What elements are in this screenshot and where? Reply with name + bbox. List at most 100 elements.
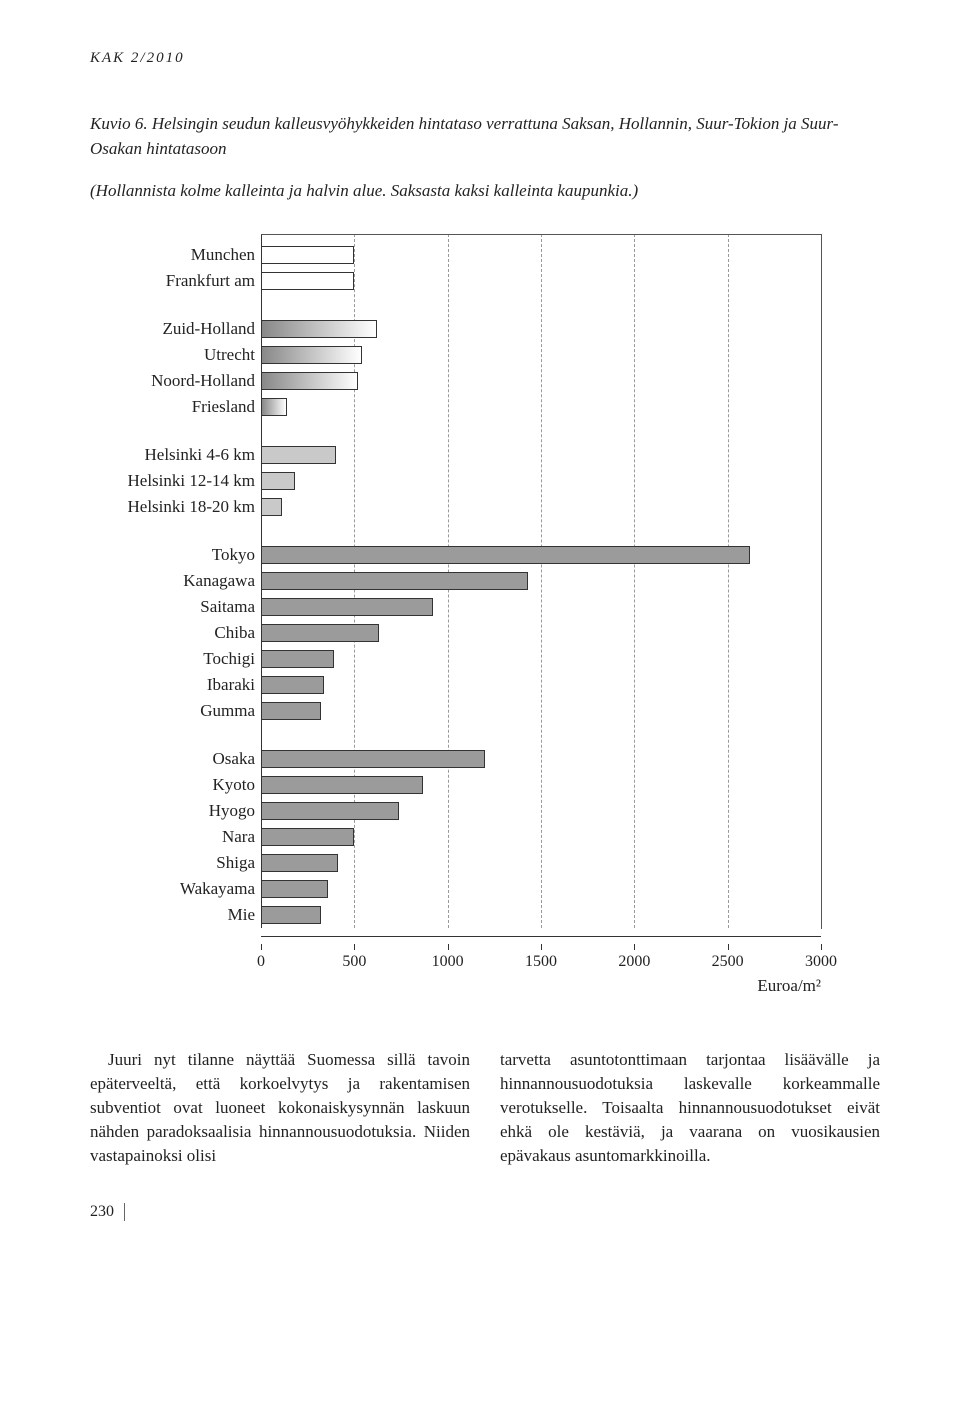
x-tick-label: 500 xyxy=(342,953,366,971)
bar-label: Frankfurt am xyxy=(100,271,261,291)
x-ticks xyxy=(261,945,821,953)
bar xyxy=(261,880,328,898)
chart-row: Munchen xyxy=(100,242,850,268)
bar-plot-cell xyxy=(261,494,821,520)
bar xyxy=(261,650,334,668)
chart-row: Tokyo xyxy=(100,542,850,568)
bar-plot-cell xyxy=(261,824,821,850)
bar xyxy=(261,372,358,390)
chart-row: Gumma xyxy=(100,698,850,724)
bar-plot-cell xyxy=(261,242,821,268)
bar-plot-cell xyxy=(261,568,821,594)
chart-row: Hyogo xyxy=(100,798,850,824)
body-col-right: tarvetta asuntotonttimaan tarjontaa lisä… xyxy=(500,1048,880,1169)
bar xyxy=(261,546,750,564)
bar-label: Gumma xyxy=(100,701,261,721)
chart-row: Ibaraki xyxy=(100,672,850,698)
chart-group: TokyoKanagawaSaitamaChibaTochigiIbarakiG… xyxy=(100,542,850,724)
bar-plot-cell xyxy=(261,442,821,468)
tick-mark xyxy=(821,944,822,950)
x-tick-label: 2500 xyxy=(712,953,744,971)
chart-group: Munchen Frankfurt am xyxy=(100,242,850,294)
chart-row: Mie xyxy=(100,902,850,928)
bar-plot-cell xyxy=(261,746,821,772)
tick-mark xyxy=(448,944,449,950)
bar-label: Helsinki 18-20 km xyxy=(100,497,261,517)
bar-chart: Munchen Frankfurt am Zuid-Holland UtrechtNo… xyxy=(100,234,850,996)
bar xyxy=(261,472,295,490)
bar xyxy=(261,246,354,264)
chart-group: Zuid-Holland UtrechtNoord-Holland Frieslan… xyxy=(100,316,850,420)
bar-label: Helsinki 12-14 km xyxy=(100,471,261,491)
chart-row: Noord-Holland xyxy=(100,368,850,394)
x-axis-labels: 050010001500200025003000 xyxy=(261,953,821,975)
chart-row: Osaka xyxy=(100,746,850,772)
x-tick-label: 3000 xyxy=(805,953,837,971)
bar-plot-cell xyxy=(261,542,821,568)
chart-group: OsakaKyotoHyogoNaraShiga Wakayama Mie xyxy=(100,746,850,928)
chart-row: Kanagawa xyxy=(100,568,850,594)
x-tick-label: 0 xyxy=(257,953,265,971)
chart-row: Helsinki 18-20 km xyxy=(100,494,850,520)
bar-plot-cell xyxy=(261,620,821,646)
chart-row: Utrecht xyxy=(100,342,850,368)
bar-label: Chiba xyxy=(100,623,261,643)
bar-label: Ibaraki xyxy=(100,675,261,695)
chart-row: Helsinki 4-6 km xyxy=(100,442,850,468)
bar-plot-cell xyxy=(261,468,821,494)
bar-plot-cell xyxy=(261,698,821,724)
chart-group: Helsinki 4-6 km Helsinki 12-14 km Helsinki… xyxy=(100,442,850,520)
tick-mark xyxy=(728,944,729,950)
bar xyxy=(261,776,423,794)
body-para-2: tarvetta asuntotonttimaan tarjontaa lisä… xyxy=(500,1048,880,1169)
bar-plot-cell xyxy=(261,646,821,672)
page-number: 230 xyxy=(90,1203,880,1221)
bar-plot-cell xyxy=(261,902,821,928)
bar-label: Munchen xyxy=(100,245,261,265)
chart-row: Tochigi xyxy=(100,646,850,672)
chart-row: Shiga xyxy=(100,850,850,876)
bar-plot-cell xyxy=(261,672,821,698)
bar xyxy=(261,906,321,924)
bar-label: Helsinki 4-6 km xyxy=(100,445,261,465)
tick-mark xyxy=(261,944,262,950)
bar xyxy=(261,272,354,290)
running-header: KAK 2/2010 xyxy=(90,50,880,67)
tick-mark xyxy=(354,944,355,950)
bar xyxy=(261,676,324,694)
chart-row: Zuid-Holland xyxy=(100,316,850,342)
bar-plot-cell xyxy=(261,798,821,824)
bar xyxy=(261,854,338,872)
chart-row: Kyoto xyxy=(100,772,850,798)
bar-plot-cell xyxy=(261,368,821,394)
bar xyxy=(261,572,528,590)
bar xyxy=(261,828,354,846)
bar-label: Friesland xyxy=(100,397,261,417)
chart-row: Frankfurt am xyxy=(100,268,850,294)
bar-plot-cell xyxy=(261,268,821,294)
bar-label: Tochigi xyxy=(100,649,261,669)
bar xyxy=(261,624,379,642)
x-axis-title: Euroa/m² xyxy=(261,975,821,996)
bar-plot-cell xyxy=(261,394,821,420)
bar xyxy=(261,320,377,338)
chart-row: Nara xyxy=(100,824,850,850)
figure-caption: Kuvio 6. Helsingin seudun kalleusvyöhykk… xyxy=(90,112,880,161)
chart-row: Friesland xyxy=(100,394,850,420)
tick-mark xyxy=(634,944,635,950)
tick-mark xyxy=(541,944,542,950)
bar xyxy=(261,598,433,616)
bar-label: Wakayama xyxy=(100,879,261,899)
bar-plot-cell xyxy=(261,342,821,368)
chart-row: Chiba xyxy=(100,620,850,646)
body-para-1: Juuri nyt tilanne näyttää Suomessa sillä… xyxy=(90,1048,470,1169)
bar xyxy=(261,802,399,820)
body-text: Juuri nyt tilanne näyttää Suomessa sillä… xyxy=(90,1048,880,1169)
bar xyxy=(261,346,362,364)
bar-label: Zuid-Holland xyxy=(100,319,261,339)
bar-plot-cell xyxy=(261,772,821,798)
bar xyxy=(261,498,282,516)
x-tick-label: 1000 xyxy=(432,953,464,971)
bar xyxy=(261,750,485,768)
bar xyxy=(261,446,336,464)
